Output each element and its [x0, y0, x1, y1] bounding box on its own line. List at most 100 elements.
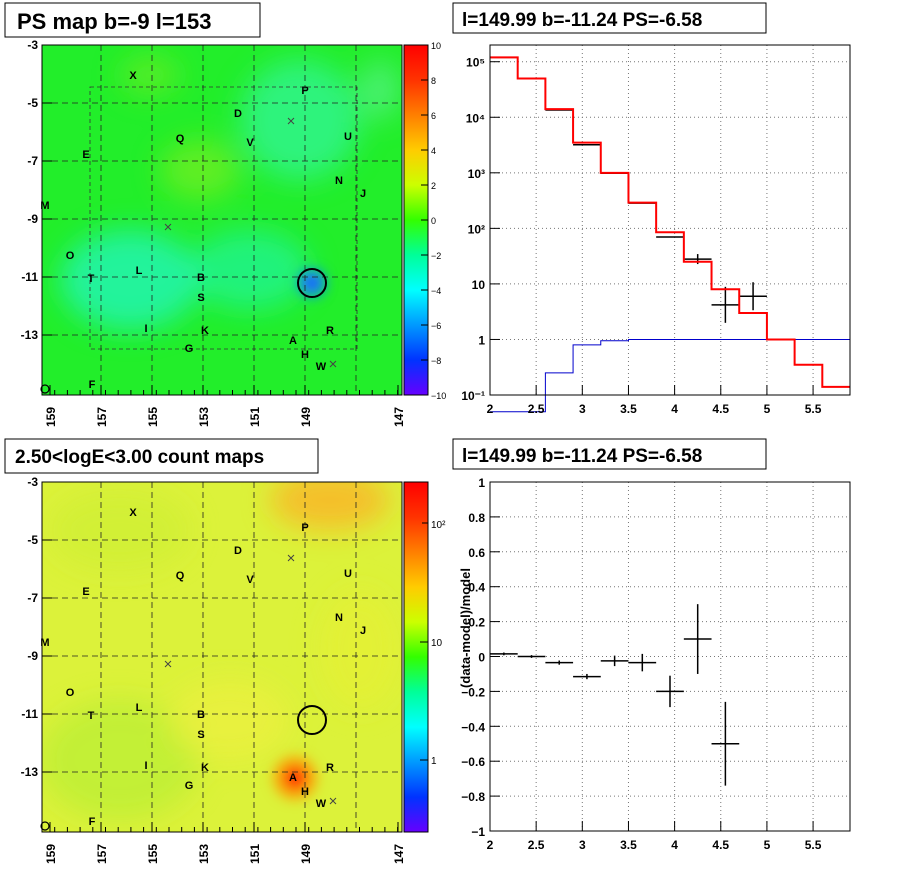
palette-tick-label: −8	[431, 356, 441, 366]
palette-tick-1: 1	[431, 756, 437, 767]
map-x-tick-label: 153	[197, 407, 211, 427]
map-y-tick-label: -11	[21, 270, 38, 284]
spectrum-x-tick-label: 2	[487, 402, 494, 416]
spectrum-frame	[489, 44, 851, 396]
map-y-tick-label: -9	[27, 649, 38, 663]
spectrum-series-red	[490, 56, 850, 388]
residual-x-tick-label: 4	[671, 838, 678, 852]
source-label-R: R	[326, 325, 334, 337]
residual-y-tick-label: −0.4	[461, 720, 485, 734]
source-label-K: K	[201, 762, 209, 774]
spectrum-x-tick-label: 5	[764, 402, 771, 416]
source-label-V: V	[246, 574, 254, 586]
map-x-tick-label: 147	[392, 844, 406, 864]
residual-y-tick-label: −1	[471, 825, 485, 839]
spectrum-panel: 2 2.5 3 3.5 4 4.5 5 5.5 10⁻¹ 1 10 10² 10³ 10⁴ 10⁵	[461, 44, 851, 416]
map-y-tick-label: -11	[21, 707, 38, 721]
source-label-Q: Q	[176, 570, 185, 582]
source-label-D: D	[234, 108, 242, 120]
residual-x-tick-label: 4.5	[712, 838, 729, 852]
source-label-T: T	[88, 710, 95, 722]
palette-tick-label: 6	[431, 111, 436, 121]
count-map-heatmap	[42, 482, 402, 832]
spectrum-y-tick-label: 1	[478, 333, 485, 347]
residual-y-tick-label: 0.6	[468, 546, 485, 560]
source-label-G: G	[185, 780, 194, 792]
source-label-V: V	[246, 137, 254, 149]
map-x-tick-label: 149	[299, 844, 313, 864]
ps-map-x-ticks: 159 157 155 153 151 149 147	[41, 385, 411, 427]
source-label-R: R	[326, 762, 334, 774]
source-label-X: X	[129, 507, 137, 519]
residual-y-tick-label: −0.6	[461, 755, 485, 769]
map-y-tick-label: -13	[21, 765, 39, 779]
source-label-L: L	[136, 265, 143, 277]
map-y-tick-label: -5	[27, 533, 38, 547]
spectrum-x-tick-label: 2.5	[528, 402, 545, 416]
residual-x-tick-label: 2.5	[528, 838, 545, 852]
map-x-tick-label: 155	[146, 844, 160, 864]
source-marker-C	[40, 821, 50, 831]
count-map-title: 2.50<logE<3.00 count maps	[15, 447, 264, 468]
map-x-tick-label: 147	[392, 407, 406, 427]
map-y-tick-label: -3	[27, 38, 38, 52]
spectrum-title-box: l=149.99 b=-11.24 PS=-6.58	[452, 2, 767, 34]
source-cross-marker	[287, 117, 295, 125]
spectrum-y-tick-label: 10³	[468, 167, 485, 181]
map-y-tick-label: -7	[27, 154, 38, 168]
residual-title: l=149.99 b=-11.24 PS=-6.58	[462, 446, 702, 467]
palette-tick-label: 4	[431, 146, 436, 156]
palette-tick-label: −4	[431, 286, 441, 296]
ps-map-heatmap	[42, 45, 402, 395]
map-y-tick-label: -5	[27, 96, 38, 110]
source-label-I: I	[144, 323, 147, 335]
spectrum-gridlines	[490, 45, 850, 395]
palette-tick-label: 8	[431, 76, 436, 86]
source-label-W: W	[316, 361, 327, 373]
source-label-H: H	[301, 349, 309, 361]
map-x-tick-label: 149	[299, 407, 313, 427]
residual-y-tick-label: 1	[478, 476, 485, 490]
source-cross-marker	[287, 554, 295, 562]
source-label-M: M	[40, 637, 49, 649]
source-label-B: B	[197, 709, 205, 721]
map-y-tick-label: -13	[21, 328, 39, 342]
map-x-tick-label: 159	[44, 844, 58, 864]
map-x-tick-label: 151	[248, 844, 262, 864]
spectrum-y-tick-label: 10⁵	[466, 56, 485, 70]
source-cross-marker	[164, 660, 172, 668]
map-y-tick-label: -9	[27, 212, 38, 226]
palette-tick-label: 10	[431, 41, 441, 51]
spectrum-x-tick-label: 3	[579, 402, 586, 416]
count-map-x-ticks: 159 157 155 153 151 149 147	[41, 822, 411, 864]
target-circle-marker-2	[297, 705, 327, 735]
map-x-tick-label: 157	[95, 844, 109, 864]
residual-title-box: l=149.99 b=-11.24 PS=-6.58	[452, 438, 767, 470]
spectrum-x-tick-label: 4.5	[712, 402, 729, 416]
map-y-tick-label: -7	[27, 591, 38, 605]
ps-map-source-labels: X P D Q V U E N J M O T L BS I KG A R HW F	[40, 70, 366, 394]
spectrum-x-tick-label: 4	[671, 402, 678, 416]
source-label-E: E	[82, 586, 89, 598]
source-cross-marker	[329, 360, 337, 368]
target-circle-marker	[297, 268, 327, 298]
source-label-Q: Q	[176, 133, 185, 145]
palette-tick-label: −10	[431, 391, 446, 401]
palette-tick-label: −2	[431, 251, 441, 261]
spectrum-series	[490, 56, 850, 413]
source-cross-marker	[164, 223, 172, 231]
source-label-L: L	[136, 702, 143, 714]
spectrum-y-tick-label: 10²	[468, 222, 485, 236]
residual-y-tick-label: −0.8	[461, 790, 485, 804]
count-map-title-box: 2.50<logE<3.00 count maps	[4, 438, 319, 474]
source-label-B: B	[197, 272, 205, 284]
source-label-X: X	[129, 70, 137, 82]
residual-y-tick-label: 0.4	[468, 581, 485, 595]
map-x-tick-label: 157	[95, 407, 109, 427]
residual-y-ticks: −1 −0.8 −0.6 −0.4 −0.2 0 0.2 0.4 0.6 0.8 1	[461, 476, 500, 839]
source-label-U: U	[344, 131, 352, 143]
source-label-P: P	[301, 522, 308, 534]
source-label-F: F	[89, 379, 96, 391]
residual-y-tick-label: 0.2	[468, 616, 485, 630]
